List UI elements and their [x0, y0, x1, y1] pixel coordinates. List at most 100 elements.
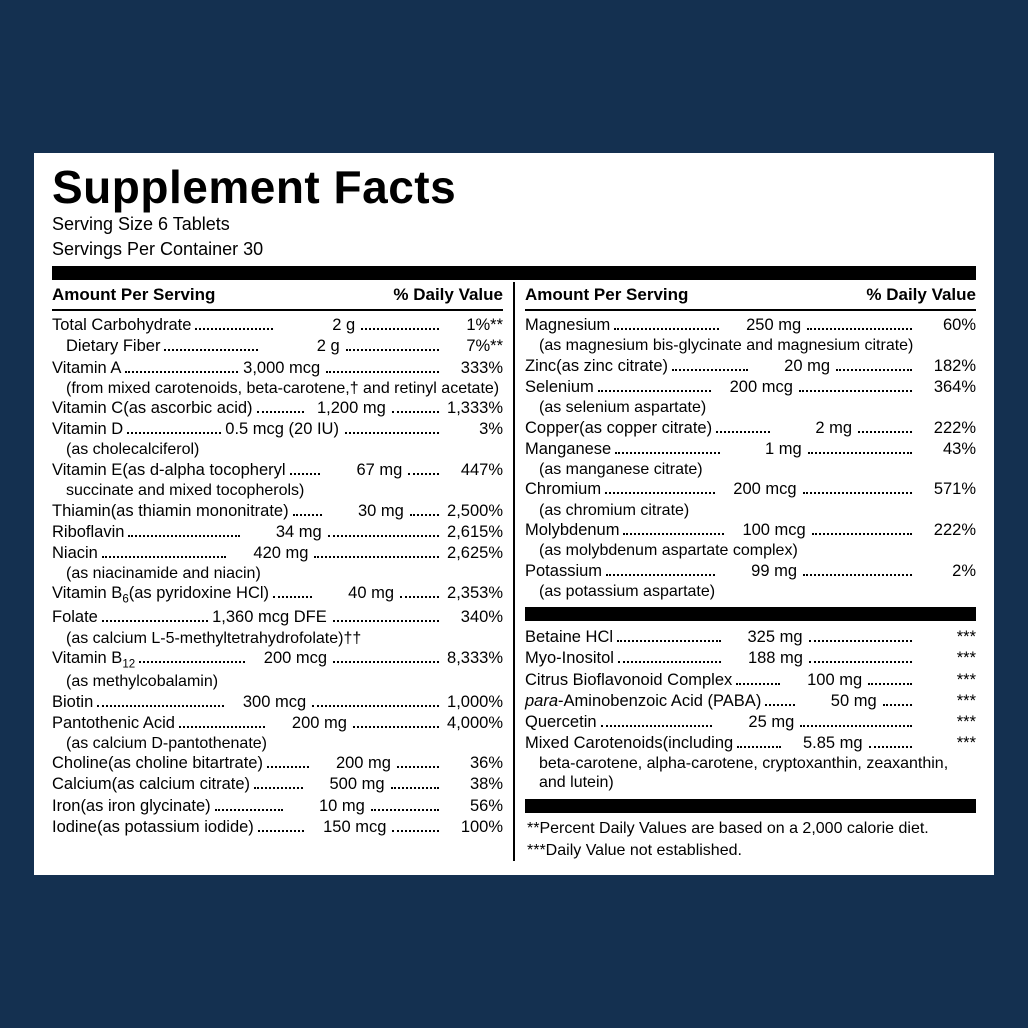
nutrient-amount: 30 mg [326, 501, 406, 522]
hdr-dv: % Daily Value [393, 285, 503, 305]
nutrient-note: (as chromium citrate) [525, 501, 976, 521]
servings-per-container: Servings Per Container 30 [52, 238, 976, 261]
nutrient-qualifier: (as calcium citrate) [112, 774, 250, 795]
nutrient-dv: *** [916, 627, 976, 648]
table-row: Total Carbohydrate2 g1%** [52, 315, 503, 336]
table-row: Choline (as choline bitartrate)200 mg36% [52, 753, 503, 774]
nutrient-dv: *** [916, 670, 976, 691]
nutrient-note: (as niacinamide and niacin) [52, 564, 503, 584]
nutrient-dv: *** [916, 648, 976, 669]
table-row: Magnesium250 mg60%(as magnesium bis-glyc… [525, 315, 976, 356]
table-row: Pantothenic Acid200 mg4,000%(as calcium … [52, 713, 503, 754]
nutrient-name: Magnesium [525, 315, 610, 336]
table-row: Riboflavin34 mg2,615% [52, 522, 503, 543]
nutrient-qualifier: (as copper citrate) [579, 418, 712, 439]
nutrient-name: Niacin [52, 543, 98, 564]
nutrient-name: Total Carbohydrate [52, 315, 191, 336]
nutrient-name: Calcium [52, 774, 112, 795]
table-row: Mixed Carotenoids (including5.85 mg***be… [525, 733, 976, 793]
table-row: Vitamin B12200 mcg8,333%(as methylcobala… [52, 648, 503, 692]
section-rule-1 [525, 607, 976, 621]
table-row: Quercetin25 mg*** [525, 712, 976, 733]
top-rule [52, 266, 976, 280]
nutrient-amount: 99 mg [719, 561, 799, 582]
left-column: Amount Per Serving % Daily Value Total C… [52, 282, 515, 861]
nutrient-dv: 2% [916, 561, 976, 582]
nutrient-dv: 38% [443, 774, 503, 795]
nutrient-amount: 10 mg [287, 796, 367, 817]
table-row: Zinc (as zinc citrate)20 mg182% [525, 356, 976, 377]
nutrient-name: Chromium [525, 479, 601, 500]
nutrient-dv: 222% [916, 520, 976, 541]
hdr-dv: % Daily Value [866, 285, 976, 305]
table-row: Thiamin (as thiamin mononitrate)30 mg2,5… [52, 501, 503, 522]
nutrient-name: Molybdenum [525, 520, 619, 541]
nutrient-name: Vitamin D [52, 419, 123, 440]
nutrient-dv: 100% [443, 817, 503, 838]
nutrient-qualifier: (as iron glycinate) [80, 796, 210, 817]
nutrient-name: Vitamin C [52, 398, 123, 419]
nutrient-dv: 2,500% [443, 501, 503, 522]
columns: Amount Per Serving % Daily Value Total C… [52, 282, 976, 861]
nutrient-amount: 5.85 mg [785, 733, 865, 754]
nutrient-name: Zinc [525, 356, 556, 377]
footnotes: **Percent Daily Values are based on a 2,… [525, 817, 976, 861]
footnote: ***Daily Value not established. [525, 839, 976, 861]
nutrient-name: Vitamin E [52, 460, 122, 481]
nutrient-amount: 2 mg [774, 418, 854, 439]
nutrient-name: Iron [52, 796, 80, 817]
nutrient-dv: 182% [916, 356, 976, 377]
table-row: Vitamin A3,000 mcg333%(from mixed carote… [52, 358, 503, 399]
nutrient-name: Citrus Bioflavonoid Complex [525, 670, 732, 691]
nutrient-name: Iodine [52, 817, 97, 838]
nutrient-note: (as selenium aspartate) [525, 398, 976, 418]
col-header: Amount Per Serving % Daily Value [52, 282, 503, 311]
nutrient-name: Dietary Fiber [52, 336, 160, 357]
left-rows: Total Carbohydrate2 g1%**Dietary Fiber2 … [52, 311, 503, 837]
nutrient-amount: 34 mg [244, 522, 324, 543]
nutrient-name: Mixed Carotenoids [525, 733, 663, 754]
nutrient-qualifier: (including [663, 733, 734, 754]
nutrient-amount: 20 mg [752, 356, 832, 377]
nutrient-dv: 222% [916, 418, 976, 439]
nutrient-dv: 333% [443, 358, 503, 379]
nutrient-dv: 8,333% [443, 648, 503, 669]
nutrient-amount: 25 mg [716, 712, 796, 733]
nutrient-dv: 36% [443, 753, 503, 774]
hdr-amount: Amount Per Serving [525, 285, 688, 305]
nutrient-dv: 3% [443, 419, 503, 440]
nutrient-amount: 200 mcg [249, 648, 329, 669]
table-row: Vitamin B6 (as pyridoxine HCl)40 mg2,353… [52, 583, 503, 607]
nutrient-amount: 0.5 mcg (20 IU) [225, 419, 341, 440]
nutrient-note: (as calcium D-pantothenate) [52, 734, 503, 754]
nutrient-name: para-Aminobenzoic Acid (PABA) [525, 691, 761, 712]
nutrient-dv: 2,615% [443, 522, 503, 543]
right-rows-a: Magnesium250 mg60%(as magnesium bis-glyc… [525, 311, 976, 601]
nutrient-dv: 447% [443, 460, 503, 481]
nutrient-amount: 1,200 mg [308, 398, 388, 419]
nutrient-dv: 56% [443, 796, 503, 817]
nutrient-note: beta-carotene, alpha-carotene, cryptoxan… [525, 754, 976, 793]
nutrient-name: Selenium [525, 377, 594, 398]
nutrient-qualifier: (as ascorbic acid) [123, 398, 252, 419]
nutrient-dv: 43% [916, 439, 976, 460]
nutrient-name: Choline [52, 753, 108, 774]
nutrient-amount: 420 mg [230, 543, 310, 564]
nutrient-note: (as calcium L-5-methyltetrahydrofolate)†… [52, 629, 503, 649]
nutrient-amount: 100 mcg [728, 520, 808, 541]
table-row: Potassium99 mg2%(as potassium aspartate) [525, 561, 976, 602]
nutrient-name: Vitamin B6 [52, 583, 129, 607]
nutrient-name: Biotin [52, 692, 93, 713]
nutrient-amount: 188 mg [725, 648, 805, 669]
nutrient-note: (as magnesium bis-glycinate and magnesiu… [525, 336, 976, 356]
table-row: Vitamin E (as d-alpha tocopheryl67 mg447… [52, 460, 503, 501]
nutrient-qualifier: (as d-alpha tocopheryl [122, 460, 285, 481]
table-row: Copper (as copper citrate)2 mg222% [525, 418, 976, 439]
nutrient-qualifier: (as choline bitartrate) [108, 753, 263, 774]
table-row: Biotin300 mcg1,000% [52, 692, 503, 713]
nutrient-qualifier: (as thiamin mononitrate) [111, 501, 289, 522]
hdr-amount: Amount Per Serving [52, 285, 215, 305]
nutrient-dv: 7%** [443, 336, 503, 357]
nutrient-dv: 340% [443, 607, 503, 628]
table-row: Myo-Inositol188 mg*** [525, 648, 976, 669]
